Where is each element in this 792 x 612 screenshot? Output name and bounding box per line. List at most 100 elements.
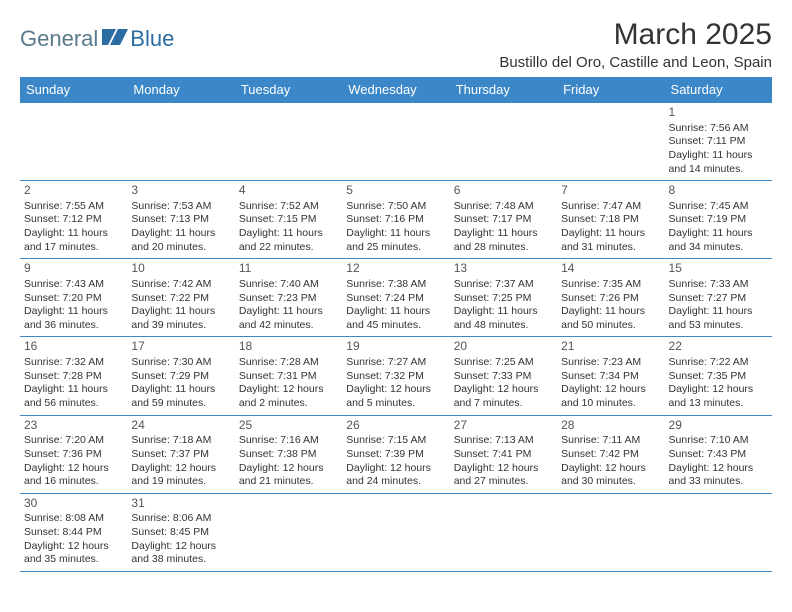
day-cell: 1Sunrise: 7:56 AMSunset: 7:11 PMDaylight… [665,103,772,181]
day-number: 25 [239,418,338,434]
day-number: 21 [561,339,660,355]
daylight-line: Daylight: 11 hours and 59 minutes. [131,383,230,410]
sunset-line: Sunset: 7:32 PM [346,370,445,384]
sunset-line: Sunset: 7:39 PM [346,448,445,462]
day-cell: 20Sunrise: 7:25 AMSunset: 7:33 PMDayligh… [450,337,557,415]
header-row: General Blue March 2025 Bustillo del Oro… [20,18,772,71]
title-block: March 2025 Bustillo del Oro, Castille an… [499,18,772,71]
sunset-line: Sunset: 7:24 PM [346,292,445,306]
daylight-line: Daylight: 12 hours and 2 minutes. [239,383,338,410]
empty-cell [235,103,342,181]
day-cell: 25Sunrise: 7:16 AMSunset: 7:38 PMDayligh… [235,415,342,493]
sunset-line: Sunset: 7:26 PM [561,292,660,306]
sunrise-line: Sunrise: 7:45 AM [669,200,768,214]
sunrise-line: Sunrise: 7:43 AM [24,278,123,292]
day-header: Tuesday [235,77,342,103]
sunset-line: Sunset: 7:15 PM [239,213,338,227]
sunrise-line: Sunrise: 7:50 AM [346,200,445,214]
sunrise-line: Sunrise: 7:15 AM [346,434,445,448]
sunset-line: Sunset: 7:11 PM [669,135,768,149]
day-cell: 26Sunrise: 7:15 AMSunset: 7:39 PMDayligh… [342,415,449,493]
logo: General Blue [20,26,174,52]
daylight-line: Daylight: 11 hours and 17 minutes. [24,227,123,254]
logo-text-general: General [20,26,98,52]
sunrise-line: Sunrise: 7:23 AM [561,356,660,370]
day-header: Monday [127,77,234,103]
sunrise-line: Sunrise: 7:47 AM [561,200,660,214]
day-cell: 28Sunrise: 7:11 AMSunset: 7:42 PMDayligh… [557,415,664,493]
day-number: 26 [346,418,445,434]
daylight-line: Daylight: 11 hours and 28 minutes. [454,227,553,254]
daylight-line: Daylight: 12 hours and 21 minutes. [239,462,338,489]
day-cell: 5Sunrise: 7:50 AMSunset: 7:16 PMDaylight… [342,181,449,259]
sunrise-line: Sunrise: 8:06 AM [131,512,230,526]
sunrise-line: Sunrise: 7:33 AM [669,278,768,292]
day-number: 22 [669,339,768,355]
day-number: 28 [561,418,660,434]
sunset-line: Sunset: 7:36 PM [24,448,123,462]
daylight-line: Daylight: 12 hours and 30 minutes. [561,462,660,489]
day-cell: 21Sunrise: 7:23 AMSunset: 7:34 PMDayligh… [557,337,664,415]
flag-icon [102,27,128,52]
day-cell: 3Sunrise: 7:53 AMSunset: 7:13 PMDaylight… [127,181,234,259]
day-cell: 27Sunrise: 7:13 AMSunset: 7:41 PMDayligh… [450,415,557,493]
day-header: Wednesday [342,77,449,103]
calendar-row: 23Sunrise: 7:20 AMSunset: 7:36 PMDayligh… [20,415,772,493]
daylight-line: Daylight: 11 hours and 42 minutes. [239,305,338,332]
daylight-line: Daylight: 12 hours and 35 minutes. [24,540,123,567]
daylight-line: Daylight: 11 hours and 31 minutes. [561,227,660,254]
calendar-row: 1Sunrise: 7:56 AMSunset: 7:11 PMDaylight… [20,103,772,181]
day-number: 16 [24,339,123,355]
day-number: 27 [454,418,553,434]
sunrise-line: Sunrise: 7:38 AM [346,278,445,292]
day-cell: 4Sunrise: 7:52 AMSunset: 7:15 PMDaylight… [235,181,342,259]
empty-cell [665,493,772,571]
calendar-row: 2Sunrise: 7:55 AMSunset: 7:12 PMDaylight… [20,181,772,259]
sunset-line: Sunset: 7:12 PM [24,213,123,227]
sunset-line: Sunset: 7:20 PM [24,292,123,306]
sunrise-line: Sunrise: 7:35 AM [561,278,660,292]
sunrise-line: Sunrise: 7:18 AM [131,434,230,448]
empty-cell [20,103,127,181]
daylight-line: Daylight: 11 hours and 53 minutes. [669,305,768,332]
sunset-line: Sunset: 7:34 PM [561,370,660,384]
location-text: Bustillo del Oro, Castille and Leon, Spa… [499,54,772,71]
sunrise-line: Sunrise: 7:40 AM [239,278,338,292]
day-cell: 15Sunrise: 7:33 AMSunset: 7:27 PMDayligh… [665,259,772,337]
sunset-line: Sunset: 7:28 PM [24,370,123,384]
sunset-line: Sunset: 7:19 PM [669,213,768,227]
daylight-line: Daylight: 12 hours and 7 minutes. [454,383,553,410]
day-cell: 29Sunrise: 7:10 AMSunset: 7:43 PMDayligh… [665,415,772,493]
day-cell: 13Sunrise: 7:37 AMSunset: 7:25 PMDayligh… [450,259,557,337]
day-cell: 14Sunrise: 7:35 AMSunset: 7:26 PMDayligh… [557,259,664,337]
daylight-line: Daylight: 12 hours and 10 minutes. [561,383,660,410]
day-cell: 9Sunrise: 7:43 AMSunset: 7:20 PMDaylight… [20,259,127,337]
day-header: Friday [557,77,664,103]
calendar-row: 16Sunrise: 7:32 AMSunset: 7:28 PMDayligh… [20,337,772,415]
sunrise-line: Sunrise: 7:16 AM [239,434,338,448]
sunrise-line: Sunrise: 7:20 AM [24,434,123,448]
sunset-line: Sunset: 7:16 PM [346,213,445,227]
empty-cell [557,493,664,571]
empty-cell [450,493,557,571]
day-number: 17 [131,339,230,355]
sunrise-line: Sunrise: 7:11 AM [561,434,660,448]
sunset-line: Sunset: 7:41 PM [454,448,553,462]
calendar-page: General Blue March 2025 Bustillo del Oro… [0,0,792,572]
day-header: Thursday [450,77,557,103]
sunset-line: Sunset: 7:18 PM [561,213,660,227]
daylight-line: Daylight: 11 hours and 34 minutes. [669,227,768,254]
day-cell: 24Sunrise: 7:18 AMSunset: 7:37 PMDayligh… [127,415,234,493]
sunrise-line: Sunrise: 7:30 AM [131,356,230,370]
day-number: 19 [346,339,445,355]
day-cell: 16Sunrise: 7:32 AMSunset: 7:28 PMDayligh… [20,337,127,415]
daylight-line: Daylight: 11 hours and 22 minutes. [239,227,338,254]
day-number: 5 [346,183,445,199]
sunrise-line: Sunrise: 7:22 AM [669,356,768,370]
day-cell: 23Sunrise: 7:20 AMSunset: 7:36 PMDayligh… [20,415,127,493]
empty-cell [557,103,664,181]
sunset-line: Sunset: 7:27 PM [669,292,768,306]
sunrise-line: Sunrise: 7:37 AM [454,278,553,292]
sunset-line: Sunset: 7:42 PM [561,448,660,462]
day-number: 3 [131,183,230,199]
